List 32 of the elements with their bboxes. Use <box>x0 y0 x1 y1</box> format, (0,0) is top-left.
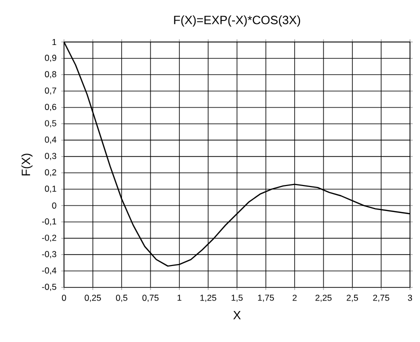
y-tick-label: 0,4 <box>44 136 56 144</box>
y-tick-label: 0 <box>52 202 56 209</box>
y-tick-label: 0,6 <box>44 104 56 111</box>
x-tick-label: 2,25 <box>316 294 332 302</box>
y-tick-label: -0,3 <box>42 251 56 258</box>
x-tick-label: 3 <box>408 294 412 301</box>
x-tick-label: 0,25 <box>84 294 101 302</box>
y-tick-label: 0,7 <box>44 87 56 95</box>
y-tick-label: -0,4 <box>42 267 56 275</box>
y-tick-label: -0,2 <box>42 234 56 242</box>
x-tick-label: 1,5 <box>232 294 243 302</box>
y-tick-label: 0,8 <box>44 71 56 78</box>
x-tick-label: 1 <box>178 294 182 301</box>
x-tick-label: 1,75 <box>258 294 274 302</box>
x-tick-label: 0,5 <box>116 294 128 302</box>
y-tick-label: -0,1 <box>42 218 56 226</box>
y-tick-label: 1 <box>52 39 56 45</box>
chart-title: F(X)=EXP(-X)*COS(3X) <box>174 15 300 27</box>
x-tick-label: 1,25 <box>200 294 216 302</box>
y-tick-label: 0,9 <box>44 54 56 62</box>
y-tick-label: 0,3 <box>44 152 56 160</box>
y-tick-label: 0,5 <box>44 120 56 128</box>
x-axis-title: X <box>233 311 241 320</box>
x-tick-label: 0 <box>62 294 66 301</box>
x-tick-label: 2,75 <box>373 294 390 302</box>
y-axis-title: F(X) <box>21 154 33 176</box>
x-tick-label: 2,5 <box>346 294 358 302</box>
x-tick-label: 0,75 <box>142 294 159 302</box>
y-tick-label: -0,5 <box>42 284 56 291</box>
x-tick-label: 2 <box>292 294 297 301</box>
y-tick-label: 0,2 <box>44 169 56 176</box>
y-tick-label: 0,1 <box>44 186 56 193</box>
